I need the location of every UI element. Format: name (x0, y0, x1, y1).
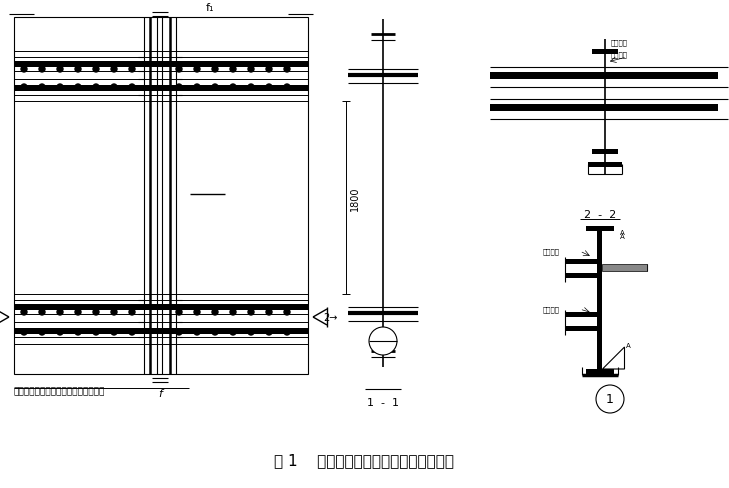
Circle shape (369, 327, 397, 355)
Circle shape (111, 67, 117, 73)
Circle shape (194, 85, 200, 91)
Circle shape (248, 329, 254, 335)
Text: 焊后磨平: 焊后磨平 (542, 306, 559, 313)
Text: f: f (158, 388, 162, 398)
Circle shape (75, 309, 81, 315)
Text: 1  -  1: 1 - 1 (367, 397, 399, 407)
Circle shape (93, 329, 99, 335)
Circle shape (248, 85, 254, 91)
Bar (592, 50, 618, 55)
Circle shape (39, 85, 45, 91)
Bar (14, 305, 308, 310)
Circle shape (39, 329, 45, 335)
Bar (566, 260, 598, 264)
Text: 焊后磨平: 焊后磨平 (542, 248, 559, 255)
Circle shape (176, 329, 182, 335)
Circle shape (176, 309, 182, 315)
Bar (566, 273, 598, 279)
Circle shape (93, 67, 99, 73)
Circle shape (266, 309, 272, 315)
Circle shape (266, 85, 272, 91)
Circle shape (57, 85, 63, 91)
Circle shape (75, 67, 81, 73)
Circle shape (57, 67, 63, 73)
Bar (586, 369, 614, 374)
Text: 2→: 2→ (323, 312, 338, 323)
Circle shape (39, 67, 45, 73)
Circle shape (212, 85, 218, 91)
Text: A: A (620, 234, 625, 240)
Circle shape (176, 67, 182, 73)
Text: A: A (620, 229, 625, 236)
Circle shape (230, 85, 236, 91)
Circle shape (21, 309, 27, 315)
Circle shape (248, 67, 254, 73)
Bar (490, 105, 718, 112)
Circle shape (194, 309, 200, 315)
Bar (586, 226, 614, 231)
Circle shape (129, 67, 135, 73)
Circle shape (284, 309, 290, 315)
Circle shape (129, 329, 135, 335)
Circle shape (93, 85, 99, 91)
Bar (596, 75, 602, 80)
Circle shape (21, 329, 27, 335)
Circle shape (230, 329, 236, 335)
Circle shape (194, 67, 200, 73)
Circle shape (284, 329, 290, 335)
Bar (14, 62, 308, 68)
Circle shape (266, 329, 272, 335)
Bar (566, 326, 598, 331)
Circle shape (248, 309, 254, 315)
Circle shape (111, 329, 117, 335)
Circle shape (57, 309, 63, 315)
Text: 图 1    圆筒边形气柜侧壁安装节点示意图: 图 1 圆筒边形气柜侧壁安装节点示意图 (274, 452, 454, 468)
Bar (602, 264, 647, 271)
Bar (14, 18, 308, 374)
Bar (490, 73, 718, 80)
Bar (598, 231, 602, 369)
Text: f₁: f₁ (206, 3, 214, 13)
Bar (14, 86, 308, 92)
Circle shape (93, 309, 99, 315)
Bar (14, 328, 308, 334)
Bar (566, 312, 598, 317)
Circle shape (129, 85, 135, 91)
Bar (588, 163, 622, 168)
Text: 2  -  2: 2 - 2 (584, 209, 616, 220)
Text: 1800: 1800 (350, 186, 360, 210)
Circle shape (129, 309, 135, 315)
Circle shape (194, 329, 200, 335)
Circle shape (230, 67, 236, 73)
Text: A: A (625, 342, 631, 348)
Text: 1: 1 (606, 393, 614, 406)
Circle shape (596, 385, 624, 413)
Circle shape (212, 67, 218, 73)
Circle shape (57, 329, 63, 335)
Text: 焊后磨平: 焊后磨平 (611, 40, 628, 46)
Circle shape (284, 85, 290, 91)
Circle shape (21, 67, 27, 73)
Circle shape (212, 309, 218, 315)
Circle shape (39, 309, 45, 315)
Circle shape (176, 85, 182, 91)
Circle shape (266, 67, 272, 73)
Circle shape (111, 309, 117, 315)
Bar (607, 75, 615, 80)
Bar (592, 150, 618, 155)
Circle shape (75, 329, 81, 335)
Text: 圆筒形气柜立柱与侧板安装节点立面图: 圆筒形气柜立柱与侧板安装节点立面图 (14, 386, 106, 395)
Circle shape (75, 85, 81, 91)
Circle shape (21, 85, 27, 91)
Circle shape (212, 329, 218, 335)
Circle shape (284, 67, 290, 73)
Text: 焊后磨平: 焊后磨平 (611, 52, 628, 58)
Circle shape (230, 309, 236, 315)
Circle shape (111, 85, 117, 91)
